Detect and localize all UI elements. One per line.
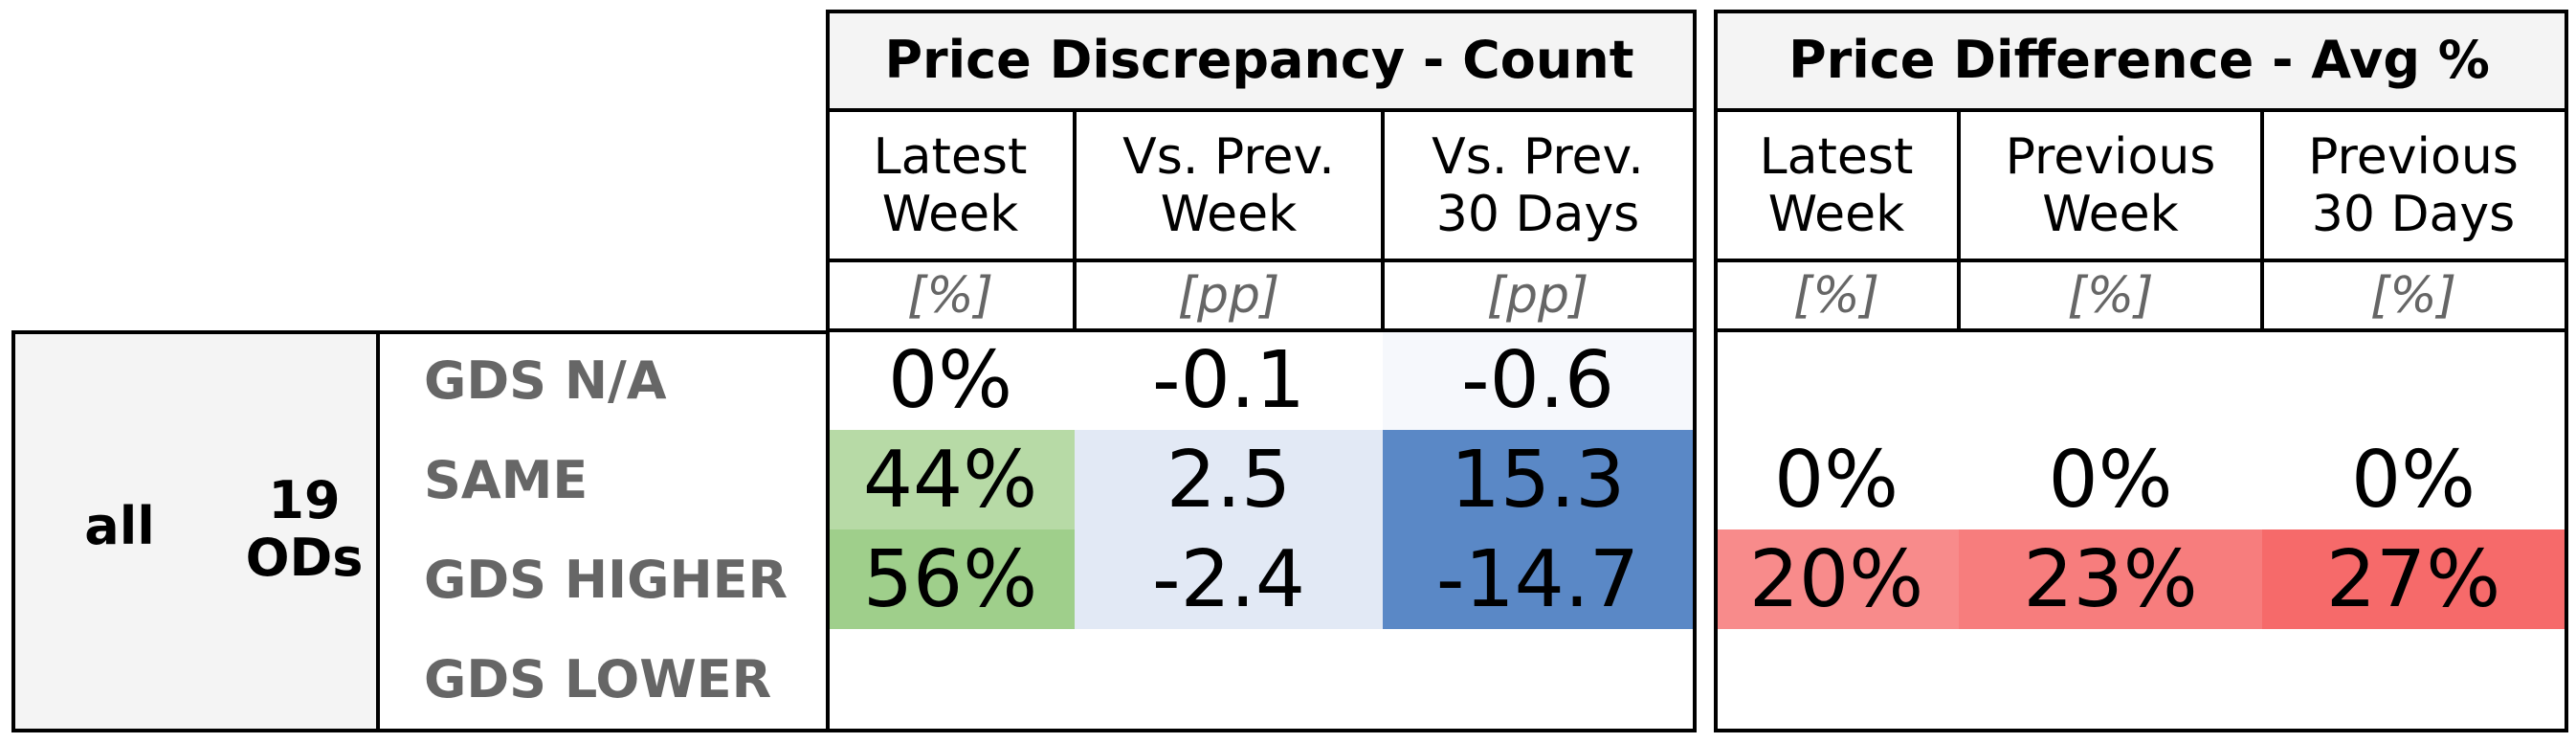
column-unit: [pp] — [1177, 266, 1280, 325]
segment-panel — [11, 330, 380, 732]
value-cell — [1714, 629, 1959, 729]
value-cell: 0% — [1714, 430, 1959, 529]
value-cell — [1714, 330, 1959, 430]
value-cell: 27% — [2262, 529, 2565, 629]
column-header: Vs. Prev. Week — [1122, 127, 1335, 243]
value-cell — [1959, 330, 2262, 430]
column-rule — [2260, 110, 2264, 330]
header-rule — [1714, 259, 2568, 262]
column-header: Vs. Prev. 30 Days — [1432, 127, 1644, 243]
value-cell: 0% — [1959, 430, 2262, 529]
value-cell: 44% — [826, 430, 1075, 529]
value-cell: 2.5 — [1075, 430, 1383, 529]
column-unit: [%] — [2370, 266, 2456, 325]
value-cell: -0.6 — [1383, 330, 1693, 430]
header-rule — [1714, 108, 2568, 112]
panel-border-left — [1714, 10, 1718, 732]
panel-border-bottom — [826, 729, 1697, 732]
value-cell: 0% — [826, 330, 1075, 430]
header-rule — [826, 108, 1697, 112]
value-cell — [2262, 330, 2565, 430]
value-cell: -2.4 — [1075, 529, 1383, 629]
segment-group-label: all — [84, 496, 155, 556]
panel-border-right — [1693, 10, 1697, 732]
panel-title: Price Discrepancy - Count — [826, 10, 1693, 110]
header-rule — [826, 259, 1697, 262]
column-unit: [%] — [2067, 266, 2154, 325]
column-rule — [1381, 110, 1385, 330]
panel-border-bottom — [1714, 729, 2568, 732]
panel-border-top — [826, 10, 1697, 13]
value-cell: 15.3 — [1383, 430, 1693, 529]
row-label-gds-higher: GDS HIGHER — [424, 549, 788, 610]
column-unit: [%] — [1793, 266, 1879, 325]
value-cell: -0.1 — [1075, 330, 1383, 430]
row-label-same: SAME — [424, 449, 588, 510]
value-cell: 56% — [826, 529, 1075, 629]
value-cell — [1075, 629, 1383, 729]
header-rule — [1714, 328, 2568, 332]
value-cell — [826, 629, 1075, 729]
row-label-gds-na: GDS N/A — [424, 349, 667, 411]
header-rule — [826, 328, 1697, 332]
column-header: Previous 30 Days — [2308, 127, 2519, 243]
value-cell — [1383, 629, 1693, 729]
panel-border-left — [826, 10, 830, 732]
value-cell: 23% — [1959, 529, 2262, 629]
column-rule — [1073, 110, 1077, 330]
column-unit: [%] — [907, 266, 993, 325]
value-cell — [1959, 629, 2262, 729]
column-rule — [1957, 110, 1961, 330]
segment-divider — [376, 330, 380, 732]
row-label-gds-lower: GDS LOWER — [424, 648, 772, 709]
value-cell: -14.7 — [1383, 529, 1693, 629]
column-unit: [pp] — [1486, 266, 1589, 325]
panel-border-right — [2565, 10, 2568, 732]
column-header: Latest Week — [1759, 127, 1914, 243]
column-header: Previous Week — [2005, 127, 2216, 243]
value-cell — [2262, 629, 2565, 729]
segment-count-label: 19 ODs — [245, 470, 364, 588]
panel-border-top — [1714, 10, 2568, 13]
panel-title: Price Difference - Avg % — [1714, 10, 2565, 110]
value-cell: 20% — [1714, 529, 1959, 629]
column-header: Latest Week — [873, 127, 1028, 243]
value-cell: 0% — [2262, 430, 2565, 529]
